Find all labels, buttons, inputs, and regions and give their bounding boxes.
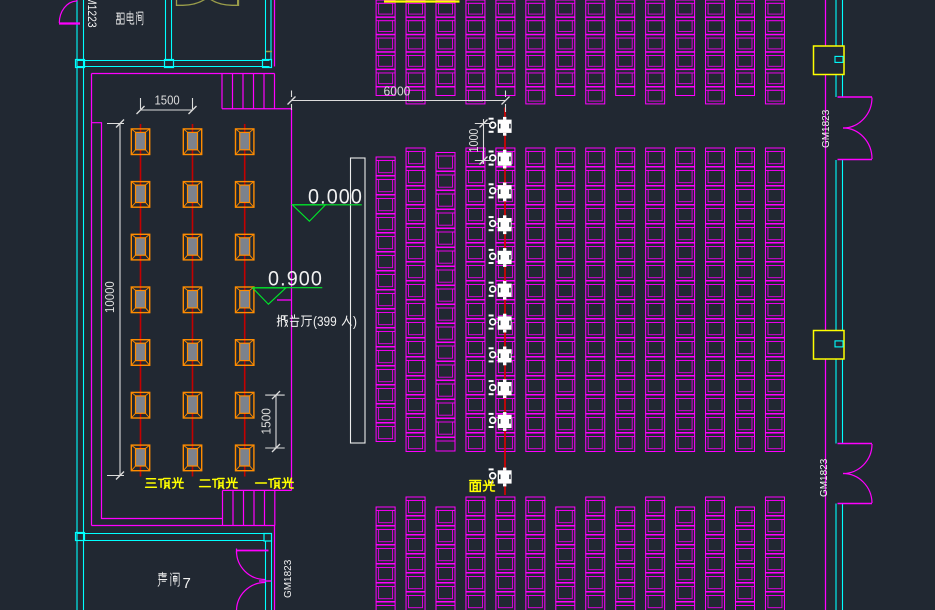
svg-text:0.900: 0.900 (268, 267, 323, 291)
svg-text:1500: 1500 (155, 93, 180, 108)
svg-text:GM1823: GM1823 (819, 458, 830, 497)
svg-text:6000: 6000 (384, 84, 411, 98)
svg-text:GM1823: GM1823 (283, 559, 294, 598)
svg-text:): ) (353, 313, 357, 329)
svg-text:10000: 10000 (102, 281, 117, 313)
svg-text:0.000: 0.000 (308, 185, 363, 209)
svg-text:(399: (399 (313, 313, 337, 329)
svg-text:1000: 1000 (467, 128, 481, 152)
svg-text:1500: 1500 (259, 408, 273, 435)
svg-text:M1223: M1223 (85, 0, 98, 28)
svg-text:GM1823: GM1823 (821, 109, 832, 148)
svg-text:7: 7 (183, 575, 191, 592)
